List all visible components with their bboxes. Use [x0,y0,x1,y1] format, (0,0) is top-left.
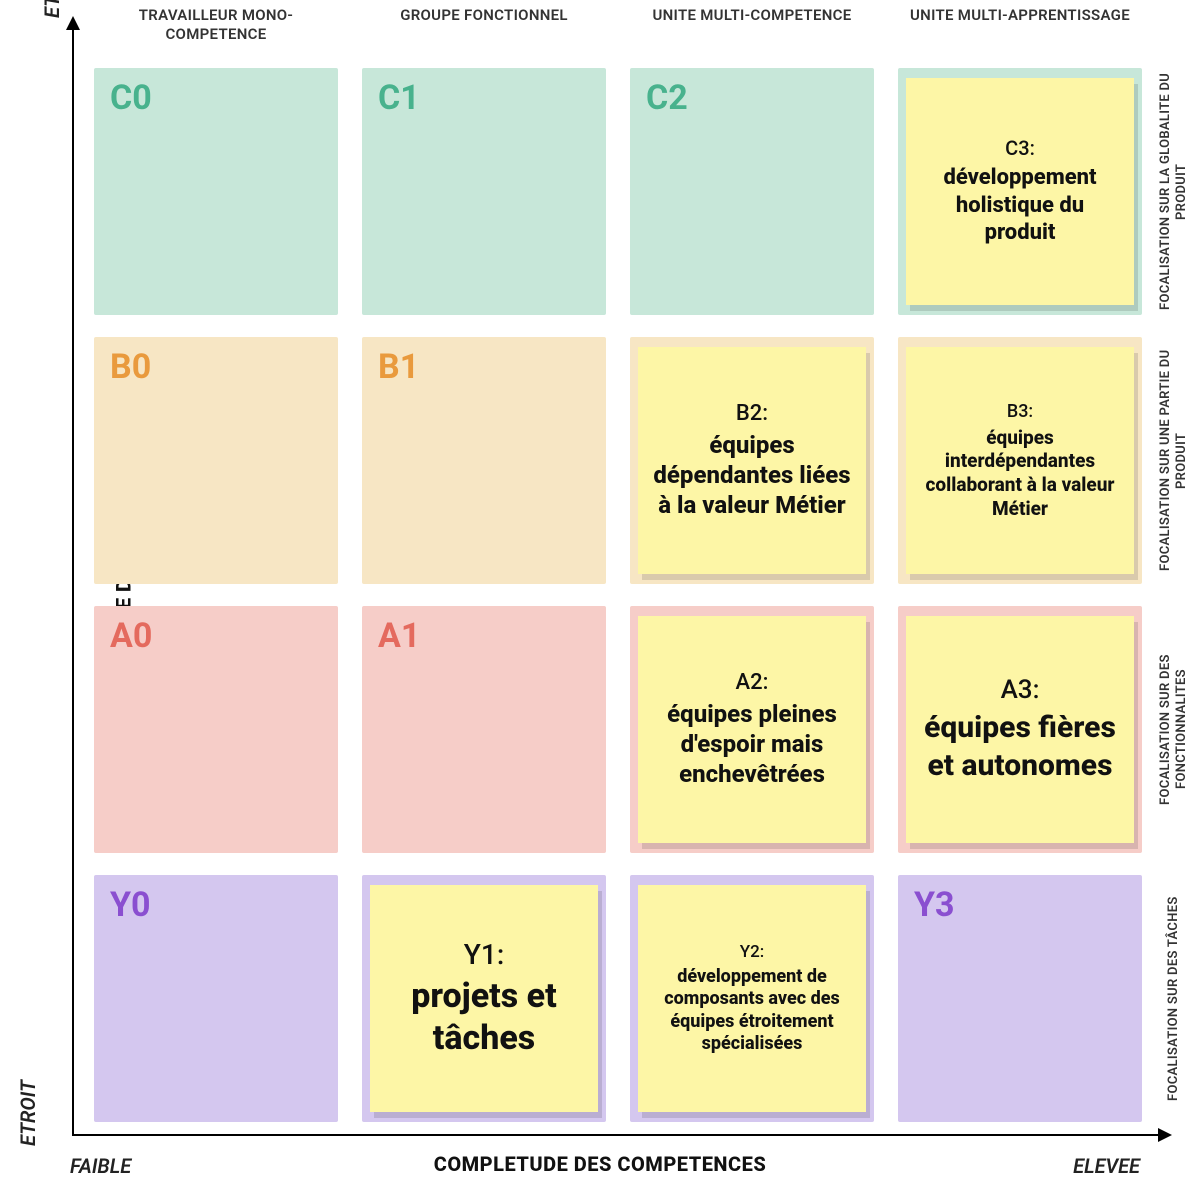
note-code: B3: [1007,401,1033,422]
cell-code: B1 [378,347,419,387]
y-axis-low: ETROIT [16,1080,40,1146]
matrix-cell: A2: équipes pleines d'espoir mais enchevê… [630,606,874,853]
matrix-diagram: PERIMETRE DU TRAVAIL COMPLETUDE DES COMP… [0,0,1200,1186]
x-axis-label: COMPLETUDE DES COMPETENCES [434,1152,766,1176]
column-header: UNITE MULTI-COMPETENCE [630,6,874,44]
cell-code: C2 [646,78,688,118]
note-text: équipes interdépendantes collaborant à l… [920,426,1120,521]
row-label: FOCALISATION SUR DES FONCTIONNALITES [1152,606,1196,853]
column-header: UNITE MULTI-APPRENTISSAGE [898,6,1142,44]
note-text: développement de composants avec des équ… [652,966,852,1056]
note-code: B2: [736,401,768,426]
x-axis-arrow-icon [1158,1128,1172,1142]
y-axis-line [72,28,74,1136]
matrix-cell: C1 [362,68,606,315]
cell-code: B0 [110,347,151,387]
row-label: FOCALISATION SUR UNE PARTIE DU PRODUIT [1152,337,1196,584]
note-code: C3: [1005,136,1035,160]
matrix-cell: C2 [630,68,874,315]
note-code: Y1: [464,938,504,971]
row-label: FOCALISATION SUR DES TÂCHES [1152,875,1196,1122]
y-axis-arrow-icon [66,16,80,30]
matrix-cell: B3: équipes interdépendantes collaborant … [898,337,1142,584]
y-axis-high: ETENDU [40,0,64,18]
x-axis-low: FAIBLE [70,1154,131,1178]
matrix-cell: Y2: développement de composants avec des … [630,875,874,1122]
matrix-cell: A3: équipes fières et autonomes [898,606,1142,853]
matrix-cell: B1 [362,337,606,584]
matrix-cell: B2: équipes dépendantes liées à la valeur… [630,337,874,584]
column-headers: TRAVAILLEUR MONO-COMPETENCE GROUPE FONCT… [94,6,1142,44]
matrix-cell: Y3 [898,875,1142,1122]
sticky-note: A2: équipes pleines d'espoir mais enchevê… [638,616,866,843]
sticky-note: B2: équipes dépendantes liées à la valeur… [638,347,866,574]
x-axis-high: ELEVEE [1073,1154,1140,1178]
cell-code: A0 [110,616,152,656]
cell-code: C0 [110,78,152,118]
row-labels: FOCALISATION SUR LA GLOBALITE DU PRODUIT… [1152,68,1196,1122]
note-code: A3: [1001,675,1040,705]
column-header: TRAVAILLEUR MONO-COMPETENCE [94,6,338,44]
cell-code: A1 [378,616,420,656]
matrix-cell: C0 [94,68,338,315]
sticky-note: Y2: développement de composants avec des … [638,885,866,1112]
sticky-note: Y1: projets et tâches [370,885,598,1112]
note-text: équipes fières et autonomes [920,709,1120,784]
matrix-cell: A0 [94,606,338,853]
matrix-grid: C0 C1 C2 C3: développement holistique du pro… [94,68,1142,1122]
row-label: FOCALISATION SUR LA GLOBALITE DU PRODUIT [1152,68,1196,315]
cell-code: Y3 [914,885,955,925]
note-text: équipes pleines d'espoir mais enchevêtré… [652,699,852,789]
matrix-cell: A1 [362,606,606,853]
matrix-cell: C3: développement holistique du produit [898,68,1142,315]
matrix-cell: Y1: projets et tâches [362,875,606,1122]
matrix-cell: B0 [94,337,338,584]
sticky-note: A3: équipes fières et autonomes [906,616,1134,843]
sticky-note: B3: équipes interdépendantes collaborant … [906,347,1134,574]
note-code: A2: [736,670,769,695]
cell-code: Y0 [110,885,151,925]
x-axis-line [72,1134,1160,1136]
note-text: développement holistique du produit [920,164,1120,247]
note-code: Y2: [740,942,765,962]
note-text: équipes dépendantes liées à la valeur Mé… [652,430,852,520]
cell-code: C1 [378,78,420,118]
matrix-cell: Y0 [94,875,338,1122]
note-text: projets et tâches [384,975,584,1060]
column-header: GROUPE FONCTIONNEL [362,6,606,44]
sticky-note: C3: développement holistique du produit [906,78,1134,305]
